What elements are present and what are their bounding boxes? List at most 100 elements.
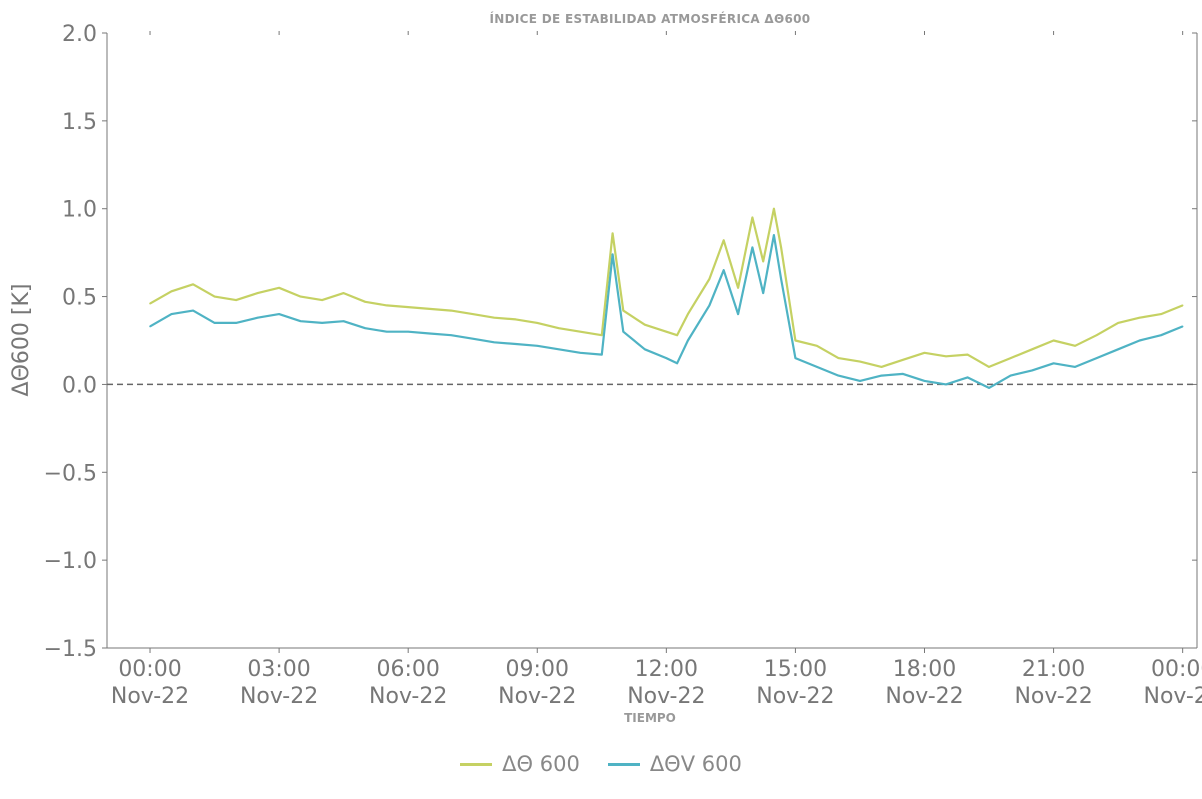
data-point <box>256 316 259 319</box>
data-point <box>687 339 689 342</box>
data-point <box>622 309 625 312</box>
data-point <box>407 306 409 308</box>
data-point <box>1117 322 1119 324</box>
data-point <box>1031 369 1033 372</box>
data-point <box>579 352 582 354</box>
x-tick-date-label: Nov-22 <box>756 684 834 709</box>
data-point <box>1031 348 1033 351</box>
data-point <box>1009 374 1012 377</box>
data-point <box>471 313 474 315</box>
data-point <box>299 320 302 322</box>
data-point <box>514 318 517 321</box>
data-point <box>557 348 560 351</box>
data-point <box>751 216 754 219</box>
x-tick-date-label: Nov-22 <box>111 684 189 709</box>
x-tick-date-label: Nov-22 <box>240 684 318 709</box>
legend-item-theta-v: ΔΘV 600 <box>607 752 742 776</box>
data-point <box>557 327 560 330</box>
data-point <box>816 344 818 347</box>
data-point <box>722 269 725 272</box>
data-point <box>278 313 280 315</box>
data-point <box>988 387 990 389</box>
data-point <box>493 341 496 344</box>
x-tick-label: 03:00 <box>247 657 310 682</box>
line-chart: ÍNDICE DE ESTABILIDAD ATMOSFÉRICA ΔΘ600 … <box>9 11 1202 725</box>
x-tick-date-label: Nov-22 <box>885 684 963 709</box>
x-tick-date-label: Nov-22 <box>498 684 576 709</box>
series-layer <box>149 207 1184 389</box>
data-point <box>170 290 173 293</box>
data-point <box>1052 339 1055 342</box>
data-point <box>1074 366 1076 368</box>
data-point <box>213 322 216 324</box>
data-point <box>611 253 614 256</box>
x-tick-label: 09:00 <box>506 657 569 682</box>
data-point <box>966 353 969 356</box>
data-point <box>966 376 969 379</box>
y-tick-label: −1.0 <box>44 549 97 574</box>
data-point <box>880 374 883 377</box>
data-point <box>149 325 151 328</box>
data-point <box>1117 348 1119 351</box>
data-point <box>1160 334 1162 337</box>
data-point <box>794 357 797 359</box>
data-point <box>644 348 646 351</box>
data-point <box>687 313 689 315</box>
data-point <box>644 323 646 326</box>
data-point <box>923 352 926 354</box>
x-axis-label: TIEMPO <box>624 711 676 725</box>
data-point <box>514 343 517 345</box>
x-tick-label: 12:00 <box>635 657 698 682</box>
legend: ΔΘ 600 ΔΘV 600 <box>0 752 1202 776</box>
data-point <box>321 322 323 324</box>
data-point <box>1181 304 1184 307</box>
data-point <box>611 232 614 235</box>
data-point <box>780 278 782 280</box>
y-tick-label: 1.5 <box>62 110 97 135</box>
legend-label: ΔΘV 600 <box>649 752 742 776</box>
data-point <box>493 316 496 319</box>
data-point <box>256 292 259 294</box>
x-tick-label: 00:00 <box>1151 657 1202 682</box>
chart-title: ÍNDICE DE ESTABILIDAD ATMOSFÉRICA ΔΘ600 <box>490 11 811 26</box>
data-point <box>428 308 431 310</box>
data-point <box>837 374 840 377</box>
data-point <box>1138 339 1141 342</box>
y-tick-label: −1.5 <box>44 637 97 662</box>
data-point <box>385 330 388 333</box>
data-point <box>708 304 711 307</box>
data-point <box>170 313 173 315</box>
data-point <box>450 309 453 312</box>
series-line-0 <box>149 207 1184 368</box>
data-point <box>816 366 818 368</box>
x-tick-label: 18:00 <box>893 657 956 682</box>
x-tick-date-label: Nov-22 <box>369 684 447 709</box>
data-point <box>364 301 366 303</box>
data-point <box>471 337 474 340</box>
x-tick-date-label: Nov-22 <box>627 684 705 709</box>
data-point <box>880 366 883 368</box>
data-point <box>579 330 582 333</box>
legend-item-theta: ΔΘ 600 <box>460 752 580 776</box>
data-point <box>622 330 625 333</box>
data-point <box>213 295 216 298</box>
data-point <box>1052 362 1055 365</box>
x-tick-label: 15:00 <box>764 657 827 682</box>
data-point <box>1095 334 1098 337</box>
data-point <box>780 246 782 249</box>
data-point <box>737 286 739 289</box>
data-point <box>407 330 409 333</box>
data-point <box>837 357 840 359</box>
data-point <box>923 380 926 382</box>
series-line-1 <box>149 234 1184 389</box>
data-point <box>428 332 431 335</box>
y-tick-label: 2.0 <box>62 22 97 47</box>
y-tick-label: 1.0 <box>62 198 97 223</box>
data-point <box>859 360 861 363</box>
data-point <box>708 278 711 280</box>
data-point <box>902 359 904 361</box>
data-point <box>235 299 237 301</box>
x-tick-date-label: Nov-22 <box>1014 684 1092 709</box>
y-tick-label: 0.5 <box>62 286 97 311</box>
data-point <box>722 239 725 242</box>
